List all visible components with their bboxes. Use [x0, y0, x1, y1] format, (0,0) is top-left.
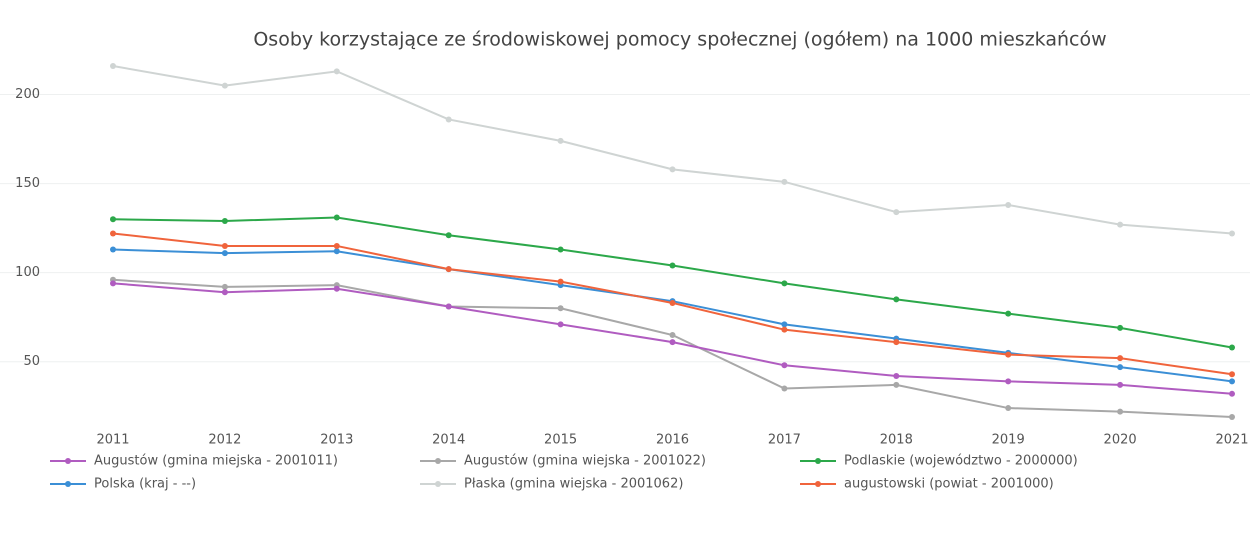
legend-swatch-dot	[815, 481, 821, 487]
data-point	[1229, 378, 1235, 385]
y-tick-label: 150	[15, 176, 40, 191]
data-point	[781, 280, 788, 287]
data-point	[1229, 371, 1235, 378]
legend-label: Płaska (gmina wiejska - 2001062)	[464, 477, 683, 492]
series-line	[112, 216, 1233, 349]
data-point	[669, 166, 676, 173]
y-tick-label: 100	[15, 265, 40, 280]
data-point	[781, 178, 788, 185]
data-point	[1117, 355, 1124, 362]
x-tick-label: 2011	[96, 433, 129, 448]
data-point	[1117, 408, 1124, 415]
data-point	[1005, 201, 1012, 208]
data-point	[221, 218, 228, 225]
legend-label: Augustów (gmina wiejska - 2001022)	[464, 454, 706, 469]
data-point	[221, 250, 228, 257]
data-point	[1117, 364, 1124, 371]
data-point	[557, 137, 564, 144]
data-point	[1117, 381, 1124, 388]
x-tick-label: 2013	[320, 433, 353, 448]
data-point	[893, 209, 900, 216]
data-point	[1117, 221, 1124, 228]
data-point	[1229, 344, 1235, 351]
legend-label: augustowski (powiat - 2001000)	[844, 477, 1054, 492]
data-point	[893, 296, 900, 303]
data-point	[781, 321, 788, 328]
data-point	[333, 242, 340, 249]
data-point	[557, 278, 564, 285]
data-point	[669, 299, 676, 306]
data-point	[1005, 405, 1012, 412]
data-point	[445, 266, 452, 273]
legend-swatch-dot	[435, 481, 441, 487]
data-point	[557, 305, 564, 312]
data-point	[333, 214, 340, 221]
x-tick-label: 2015	[544, 433, 577, 448]
data-point	[221, 82, 228, 89]
x-tick-label: 2014	[432, 433, 465, 448]
x-tick-label: 2020	[1104, 433, 1137, 448]
data-point	[1229, 390, 1235, 397]
data-point	[669, 339, 676, 346]
chart-title: Osoby korzystające ze środowiskowej pomo…	[253, 29, 1106, 51]
legend-swatch-dot	[815, 458, 821, 464]
x-tick-label: 2018	[880, 433, 913, 448]
x-tick-label: 2021	[1215, 433, 1248, 448]
data-point	[1005, 351, 1012, 358]
x-tick-label: 2016	[656, 433, 689, 448]
data-point	[110, 216, 116, 223]
legend-label: Polska (kraj - --)	[94, 477, 196, 492]
data-point	[333, 68, 340, 75]
data-point	[110, 246, 116, 253]
data-point	[445, 116, 452, 123]
data-point	[1229, 413, 1235, 420]
y-tick-label: 200	[15, 87, 40, 102]
data-point	[557, 246, 564, 253]
data-point	[445, 232, 452, 239]
data-point	[893, 372, 900, 379]
data-point	[893, 339, 900, 346]
data-point	[781, 362, 788, 369]
legend-label: Augustów (gmina miejska - 2001011)	[94, 454, 338, 469]
data-point	[1005, 310, 1012, 317]
data-point	[110, 63, 116, 70]
x-tick-label: 2017	[768, 433, 801, 448]
data-point	[110, 230, 116, 237]
data-point	[1005, 378, 1012, 385]
data-point	[781, 326, 788, 333]
series-line	[112, 65, 1233, 235]
legend-swatch-dot	[65, 481, 71, 487]
data-point	[1229, 230, 1235, 237]
data-point	[333, 285, 340, 292]
data-point	[893, 381, 900, 388]
data-point	[221, 283, 228, 290]
data-point	[669, 332, 676, 339]
data-point	[221, 242, 228, 249]
x-tick-label: 2019	[992, 433, 1025, 448]
data-point	[669, 262, 676, 269]
data-point	[221, 289, 228, 296]
data-point	[781, 385, 788, 392]
data-point	[110, 280, 116, 287]
data-point	[333, 248, 340, 255]
legend-swatch-dot	[435, 458, 441, 464]
data-point	[445, 303, 452, 310]
x-tick-label: 2012	[208, 433, 241, 448]
legend-label: Podlaskie (województwo - 2000000)	[844, 454, 1078, 469]
data-point	[557, 321, 564, 328]
y-tick-label: 50	[23, 354, 40, 369]
data-point	[1117, 324, 1124, 331]
legend-swatch-dot	[65, 458, 71, 464]
